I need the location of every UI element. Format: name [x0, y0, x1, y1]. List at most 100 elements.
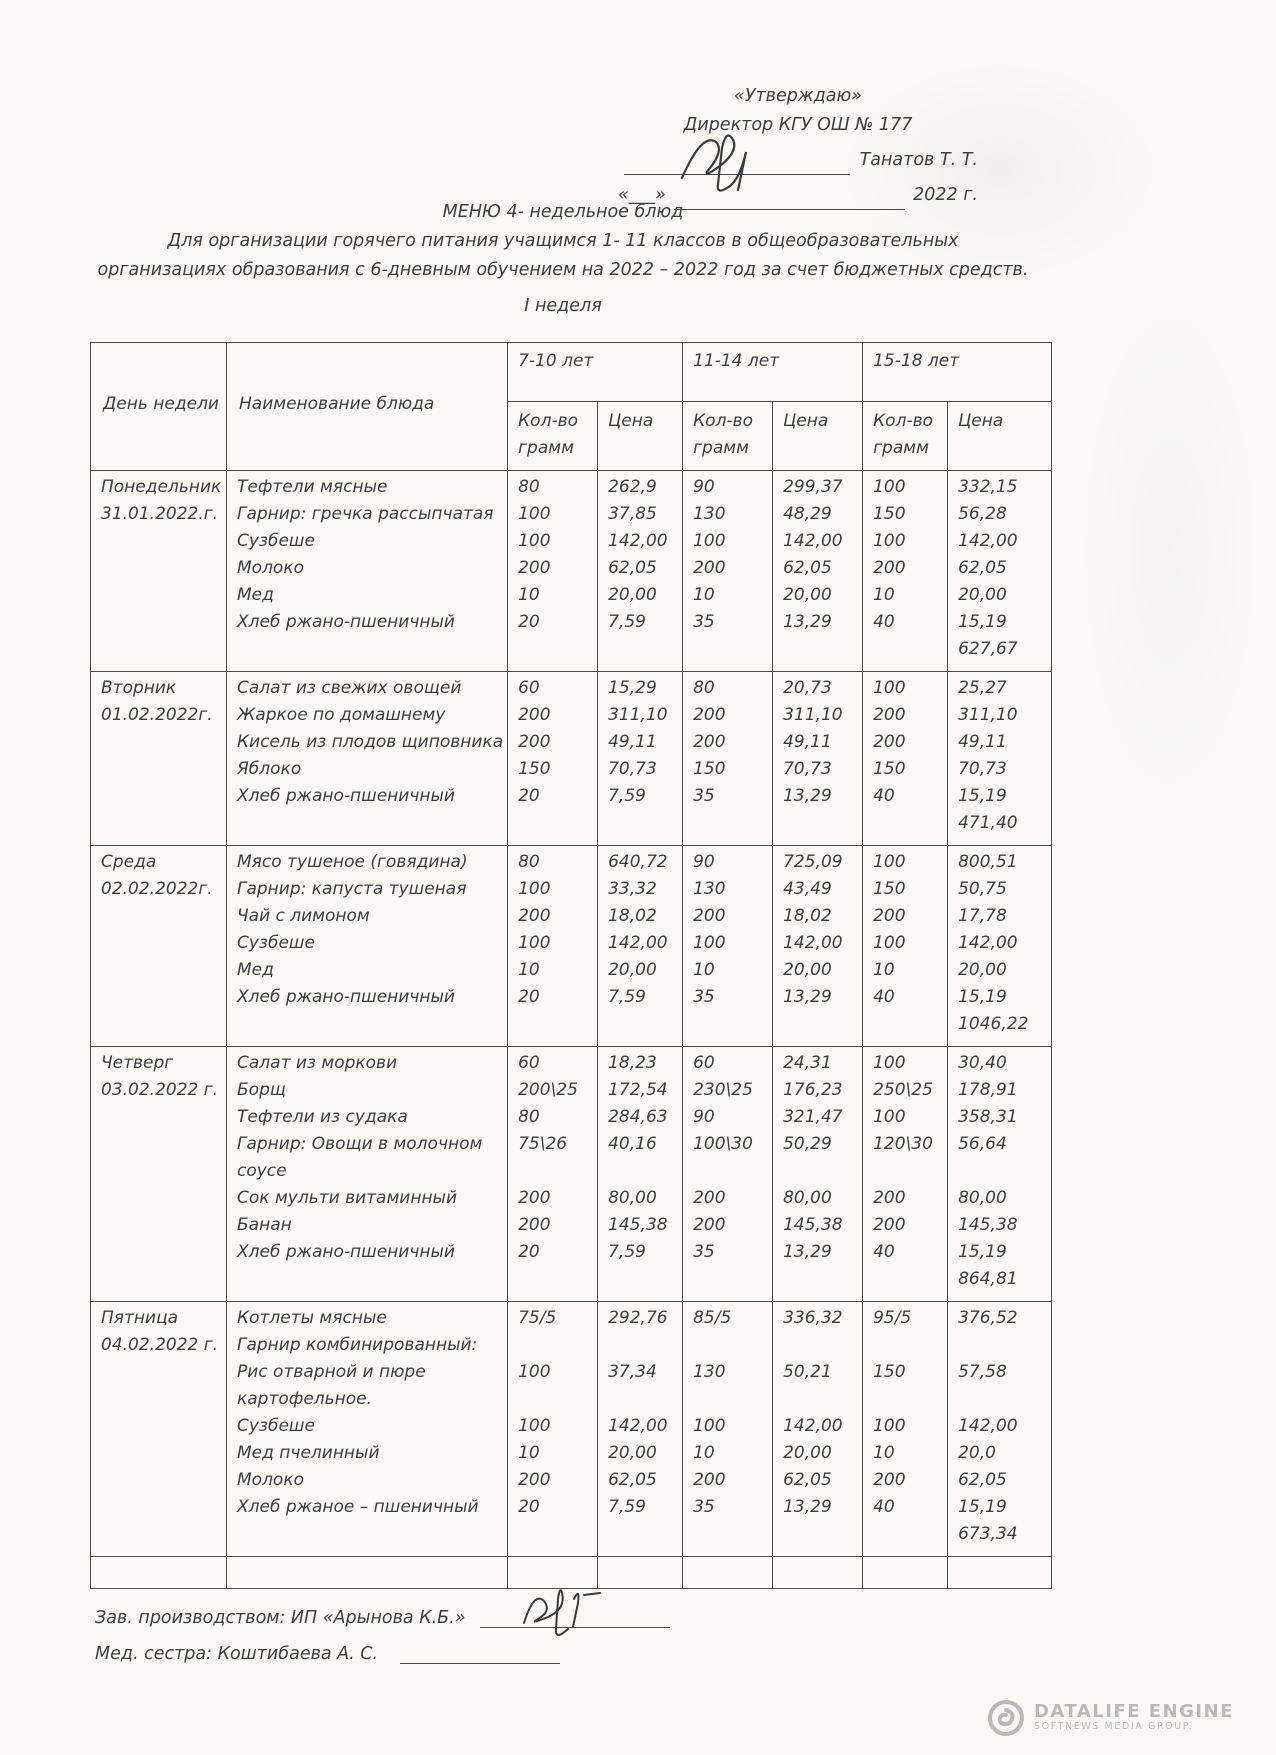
price-7-10: 142,00 [608, 531, 668, 551]
qty-7-10: 200 [518, 732, 551, 752]
price-7-10 [608, 1011, 678, 1038]
qty-11-14: 200 [693, 906, 726, 926]
day-name: Пятница [101, 1308, 179, 1328]
datalife-logo-icon [987, 1700, 1024, 1736]
price-11-14: 299,37 [783, 477, 843, 497]
qty-15-18: 100 [873, 933, 906, 953]
approval-block: «Утверждаю» Директор КГУ ОШ № 177 Танато… [618, 82, 978, 210]
qty-7-10 [518, 1158, 593, 1185]
price-7-10: 20,00 [608, 1443, 657, 1463]
director-signature-icon [680, 134, 747, 192]
qty-15-18: 40 [873, 987, 895, 1007]
watermark-subtitle: SOFTNEWS MEDIA GROUP. [1033, 1721, 1194, 1732]
qty-7-10: 200 [518, 558, 551, 578]
price-15-18: 15,19 [958, 786, 1007, 806]
qty-11-14: 200 [693, 732, 726, 752]
signatures-footer: Зав. производством: ИП «Арынова К.Б.» Ме… [95, 1589, 670, 1664]
price-7-10: 37,85 [608, 504, 657, 524]
price-11-14: 176,23 [783, 1080, 843, 1100]
price-11-14: 20,00 [783, 960, 832, 980]
price-15-18: 49,11 [958, 732, 1007, 752]
qty-11-14: 100\30 [693, 1134, 753, 1154]
price-7-10: 145,38 [608, 1215, 668, 1235]
dish-name: Хлеб ржаное – пшеничный [237, 1497, 479, 1517]
director-signature-line [624, 134, 850, 192]
dish-name: Гарнир: гречка рассыпчатая [237, 504, 494, 524]
qty-15-18: 10 [873, 585, 895, 605]
price-7-10: 640,72 [608, 852, 668, 872]
price-7-10: 142,00 [608, 1416, 668, 1436]
value-column-cell: 299,37 48,29 142,00 62,05 20,00 13,29 [772, 470, 864, 672]
price-15-18: 376,52 [958, 1308, 1018, 1328]
qty-11-14: 35 [693, 987, 715, 1007]
dish-name: Яблоко [237, 759, 302, 779]
nurse-label: Мед. сестра: Коштибаева А. С. [95, 1644, 379, 1664]
price-7-10: 62,05 [608, 558, 657, 578]
value-column-cell: 262,9 37,85 142,00 62,05 20,00 7,59 [597, 470, 684, 672]
qty-11-14: 130 [693, 1362, 726, 1382]
qty-15-18: 200 [873, 1215, 906, 1235]
price-15-18: 20,0 [958, 1443, 996, 1463]
qty-11-14: 90 [693, 852, 715, 872]
value-column-cell: 800,51 50,75 17,78 142,00 20,00 15,19 1046,22 [947, 845, 1053, 1047]
price-11-14: 62,05 [783, 1470, 832, 1490]
production-manager-signature-line [479, 1589, 670, 1636]
dish-name: Хлеб ржано-пшеничный [237, 987, 455, 1007]
qty-7-10: 80 [518, 1107, 540, 1127]
value-column-cell: 85/5 130 100 10 200 35 [682, 1301, 774, 1557]
price-11-14: 20,00 [783, 1443, 832, 1463]
value-column-cell: 90 130 100 200 10 35 [682, 470, 774, 672]
qty-15-18: 200 [873, 906, 906, 926]
value-column-cell: 15,29 311,10 49,11 70,73 7,59 [597, 671, 684, 846]
date-blank-line [673, 189, 906, 210]
header-qty-1: Кол-во грамм [507, 401, 599, 471]
qty-11-14: 200 [693, 1188, 726, 1208]
price-15-18: 1046,22 [958, 1014, 1029, 1034]
value-column-cell: 90 130 200 100 10 35 [682, 845, 774, 1047]
dish-column-cell: Мясо тушеное (говядина) Гарнир: капуста т… [225, 845, 509, 1047]
header-age-group-2: 11-14 лет [682, 342, 864, 402]
price-15-18: 62,05 [958, 558, 1007, 578]
qty-7-10: 200 [518, 705, 551, 725]
title-line-1: МЕНЮ 4- недельное блюд [442, 202, 684, 222]
price-7-10: 292,76 [608, 1308, 668, 1328]
qty-15-18: 200 [873, 1188, 906, 1208]
price-15-18: 20,00 [958, 960, 1007, 980]
price-11-14 [783, 1011, 858, 1038]
dish-name: Тефтели мясные [237, 477, 388, 497]
price-7-10: 15,29 [608, 678, 657, 698]
dish-name: Кисель из плодов щиповника [237, 732, 504, 752]
price-11-14: 43,49 [783, 879, 832, 899]
header-price-2: Цена [772, 401, 864, 471]
day-name: Среда [101, 852, 157, 872]
dish-name: Сок мульти витаминный [237, 1188, 458, 1208]
price-7-10: 40,16 [608, 1134, 657, 1154]
price-15-18: 145,38 [958, 1215, 1018, 1235]
price-11-14: 13,29 [783, 1242, 832, 1262]
price-15-18: 471,40 [958, 813, 1018, 833]
qty-7-10: 20 [518, 612, 540, 632]
price-15-18: 56,28 [958, 504, 1007, 524]
price-11-14: 20,00 [783, 585, 832, 605]
day-name: Понедельник [101, 477, 222, 497]
value-column-cell: 25,27 311,10 49,11 70,73 15,19 471,40 [947, 671, 1053, 846]
nurse-signature-line [400, 1645, 561, 1664]
dish-name: Рис отварной и пюре [237, 1362, 426, 1382]
qty-15-18 [873, 1332, 943, 1359]
price-15-18: 178,91 [958, 1080, 1018, 1100]
price-11-14: 311,10 [783, 705, 843, 725]
dish-column-cell: Тефтели мясные Гарнир: гречка рассыпчатая… [225, 470, 509, 672]
price-15-18: 332,15 [958, 477, 1018, 497]
value-column-cell: 100 150 200 100 10 40 [862, 845, 949, 1047]
day-cell: Пятница 04.02.2022 г. [90, 1301, 227, 1557]
qty-15-18: 40 [873, 786, 895, 806]
qty-11-14: 35 [693, 786, 715, 806]
dish-name: Сузбеше [237, 531, 315, 551]
qty-7-10: 200 [518, 906, 551, 926]
price-15-18: 673,34 [958, 1524, 1018, 1544]
price-11-14: 142,00 [783, 531, 843, 551]
header-qty-2: Кол-во грамм [682, 401, 774, 471]
price-11-14 [783, 810, 858, 837]
qty-15-18: 150 [873, 879, 906, 899]
qty-11-14: 100 [693, 531, 726, 551]
